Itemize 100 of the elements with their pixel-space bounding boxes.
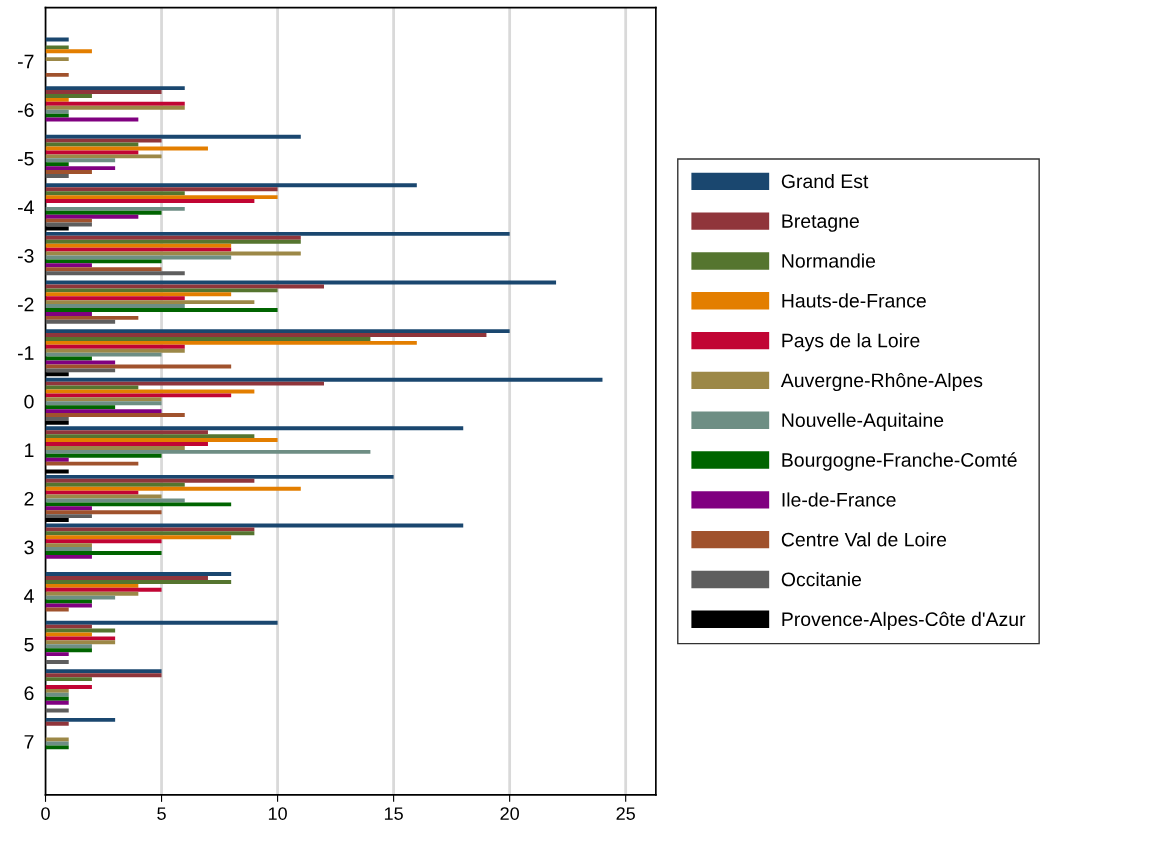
- bar: [45, 430, 208, 435]
- bar: [45, 49, 92, 54]
- y-tick-label: -6: [17, 103, 34, 117]
- bar: [45, 191, 185, 196]
- bar: [45, 708, 69, 713]
- bar: [45, 510, 162, 515]
- legend-label: Auvergne-Rhône-Alpes: [780, 372, 983, 392]
- bar: [45, 741, 69, 746]
- bar: [45, 57, 69, 62]
- y-tick-label: -3: [17, 248, 34, 263]
- y-tick-label: 5: [24, 637, 34, 652]
- bar: [45, 547, 92, 552]
- bar: [45, 222, 92, 227]
- bar: [45, 97, 69, 102]
- bar: [45, 195, 278, 200]
- bar: [45, 673, 162, 678]
- bar: [45, 721, 69, 726]
- bar: [45, 498, 185, 503]
- bar: [45, 652, 69, 657]
- bar: [45, 579, 232, 584]
- bar: [45, 109, 69, 114]
- bar: [45, 210, 162, 215]
- bar: [45, 385, 139, 390]
- bar: [45, 535, 232, 540]
- bar: [45, 685, 92, 689]
- bar: [45, 474, 394, 479]
- bar: [45, 506, 92, 511]
- bar: [45, 284, 324, 289]
- bar: [45, 539, 162, 544]
- bar: [45, 251, 301, 256]
- bar: [45, 134, 301, 139]
- bar: [45, 717, 116, 722]
- bar: [45, 150, 139, 155]
- bar: [45, 199, 255, 203]
- bar: [45, 442, 208, 446]
- bar: [45, 583, 139, 588]
- bar: [45, 154, 162, 159]
- bar: [45, 644, 92, 649]
- bar: [45, 336, 371, 341]
- y-tick-label: 7: [24, 735, 34, 749]
- bar: [45, 486, 301, 491]
- bar: [45, 368, 116, 373]
- bar: [45, 267, 162, 272]
- bar: [45, 344, 185, 349]
- bar: [45, 206, 185, 211]
- legend-label: Hauts-de-France: [782, 293, 926, 308]
- legend-label: Provence-Alpes-Côte d'Azur: [782, 611, 1026, 630]
- bar: [45, 304, 185, 309]
- legend-label: Bretagne: [782, 214, 859, 232]
- bar: [45, 45, 69, 50]
- bar: [45, 401, 162, 406]
- x-tick-label: 15: [384, 807, 403, 820]
- legend-label: Nouvelle-Aquitaine: [782, 412, 944, 431]
- bar: [45, 243, 232, 248]
- y-tick-label: 2: [24, 491, 34, 506]
- y-tick-label: -1: [17, 346, 34, 360]
- bar: [45, 482, 185, 487]
- x-tick-label: 20: [500, 807, 519, 820]
- bar: [45, 745, 69, 750]
- bar: [45, 105, 185, 110]
- bar: [45, 348, 185, 353]
- y-tick-label: -2: [17, 297, 34, 312]
- bar: [45, 669, 162, 674]
- bar: [45, 490, 139, 495]
- bar: [45, 502, 232, 507]
- bar: [45, 187, 278, 192]
- bar: [45, 263, 92, 268]
- legend-label: Normandie: [782, 253, 876, 268]
- bar: [45, 434, 255, 439]
- bar: [45, 527, 255, 532]
- bar: [45, 599, 92, 604]
- bar: [45, 288, 278, 293]
- bar: [45, 453, 162, 458]
- bar: [45, 101, 185, 106]
- bar: [45, 356, 92, 361]
- bar: [45, 311, 92, 316]
- bar: [45, 445, 185, 450]
- bar: [45, 457, 69, 462]
- bar: [45, 659, 69, 664]
- x-tick-label: 0: [41, 807, 50, 820]
- bar: [45, 308, 278, 312]
- legend-label: Pays de la Loire: [782, 333, 920, 352]
- y-tick-label: 4: [24, 589, 34, 603]
- bar: [45, 397, 162, 402]
- bar: [45, 696, 69, 701]
- x-tick-label: 25: [616, 807, 635, 820]
- bar: [45, 688, 69, 693]
- bar: [45, 417, 69, 421]
- bar: [45, 461, 139, 466]
- bar: [45, 381, 324, 386]
- bar: [45, 426, 464, 431]
- bar: [45, 340, 417, 345]
- bar: [45, 514, 92, 519]
- bar: [45, 239, 301, 244]
- bar: [45, 543, 92, 548]
- bar: [45, 235, 301, 240]
- bar: [45, 319, 116, 324]
- bar: [45, 247, 232, 252]
- bar: [45, 138, 162, 143]
- y-tick-label: 6: [24, 686, 34, 701]
